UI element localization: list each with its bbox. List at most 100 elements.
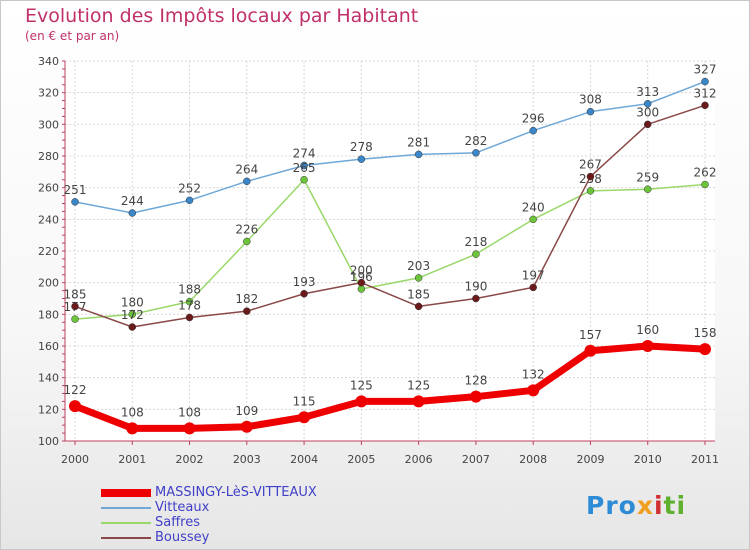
data-point [643, 120, 652, 129]
data-label: 160 [636, 323, 659, 337]
data-point [472, 250, 480, 258]
y-tick-label: 300 [38, 118, 59, 131]
data-label: 180 [121, 295, 144, 309]
series-line-massingy-l-s-vitteaux [71, 342, 709, 432]
data-point [71, 315, 79, 323]
data-label: 312 [694, 86, 717, 100]
data-label: 251 [64, 183, 87, 197]
data-point [300, 176, 308, 184]
data-label: 313 [636, 85, 659, 99]
data-label: 252 [178, 181, 201, 195]
x-tick-label: 2002 [176, 453, 204, 466]
legend-label: Vitteaux [155, 500, 210, 515]
chart-title: Evolution des Impôts locaux par Habitant [25, 5, 419, 27]
data-point [414, 150, 423, 159]
data-point [414, 274, 423, 282]
series-line-vitteaux [74, 80, 706, 214]
data-label: 262 [694, 166, 717, 180]
data-point [529, 283, 537, 292]
data-point [641, 340, 654, 352]
y-tick-label: 160 [38, 340, 59, 353]
data-point [529, 126, 537, 135]
data-point [71, 198, 79, 206]
data-label: 188 [178, 283, 201, 297]
y-tick-label: 260 [38, 182, 59, 195]
data-label: 132 [522, 367, 545, 381]
legend-swatch [101, 488, 151, 497]
x-tick-label: 2005 [347, 453, 375, 466]
data-label: 240 [522, 200, 545, 214]
data-label: 158 [694, 326, 717, 340]
data-label: 157 [579, 328, 602, 342]
y-tick-label: 220 [38, 245, 59, 258]
data-point [71, 302, 79, 311]
data-point [527, 384, 540, 397]
data-point [128, 209, 137, 217]
data-point [185, 196, 194, 205]
data-label: 182 [235, 292, 258, 306]
legend-swatch [101, 536, 151, 539]
data-point [529, 215, 537, 224]
data-point [472, 149, 480, 157]
data-point [126, 422, 139, 435]
data-label: 200 [350, 264, 373, 278]
data-label: 278 [350, 140, 373, 154]
data-point [586, 107, 595, 116]
proxiti-logo: Proxiti [586, 491, 687, 520]
data-point [701, 101, 709, 110]
data-point [128, 323, 137, 331]
y-tick-label: 280 [38, 150, 59, 163]
data-point [243, 237, 251, 246]
x-tick-label: 2006 [405, 453, 433, 466]
data-point [357, 155, 366, 163]
x-tick-label: 2001 [118, 453, 146, 466]
data-label: 108 [121, 405, 144, 419]
y-tick-label: 320 [38, 87, 59, 100]
data-label: 197 [522, 268, 545, 282]
data-label: 282 [464, 134, 487, 148]
data-label: 108 [178, 405, 201, 419]
data-label: 264 [235, 162, 258, 176]
legend-item: Vitteaux [101, 500, 317, 515]
x-tick-label: 2011 [691, 453, 719, 466]
data-label: 203 [407, 259, 430, 273]
data-point [183, 422, 196, 435]
data-point [584, 344, 597, 357]
data-label: 172 [121, 308, 144, 322]
data-label: 109 [235, 404, 258, 418]
y-tick-label: 340 [38, 55, 59, 68]
series-line-saffres [74, 179, 706, 320]
y-tick-label: 180 [38, 308, 59, 321]
x-tick-label: 2008 [519, 453, 547, 466]
data-label: 122 [64, 383, 87, 397]
data-label: 308 [579, 93, 602, 107]
data-point [472, 294, 480, 303]
data-point [243, 307, 251, 315]
legend-item: Saffres [101, 515, 317, 530]
legend-label: Saffres [155, 515, 201, 530]
data-point [185, 297, 194, 306]
data-point [414, 302, 423, 311]
data-label: 193 [293, 275, 316, 289]
data-label: 226 [235, 223, 258, 237]
data-label: 218 [464, 235, 487, 249]
data-point [300, 161, 308, 170]
data-label: 281 [407, 135, 430, 149]
legend-label: Boussey [155, 530, 210, 545]
data-label: 265 [293, 161, 316, 175]
x-tick-label: 2007 [462, 453, 490, 466]
data-point [586, 172, 595, 181]
y-tick-label: 200 [38, 277, 59, 290]
data-label: 115 [293, 394, 316, 408]
data-point [699, 343, 711, 356]
data-label: 300 [636, 105, 659, 119]
legend-swatch [101, 506, 151, 509]
data-label: 125 [407, 378, 430, 392]
data-point [412, 395, 425, 408]
legend-item: MASSINGY-LèS-VITTEAUX [101, 485, 317, 500]
legend-swatch [101, 521, 151, 524]
data-label: 296 [522, 112, 545, 126]
data-point [469, 390, 482, 403]
x-tick-label: 2003 [233, 453, 261, 466]
